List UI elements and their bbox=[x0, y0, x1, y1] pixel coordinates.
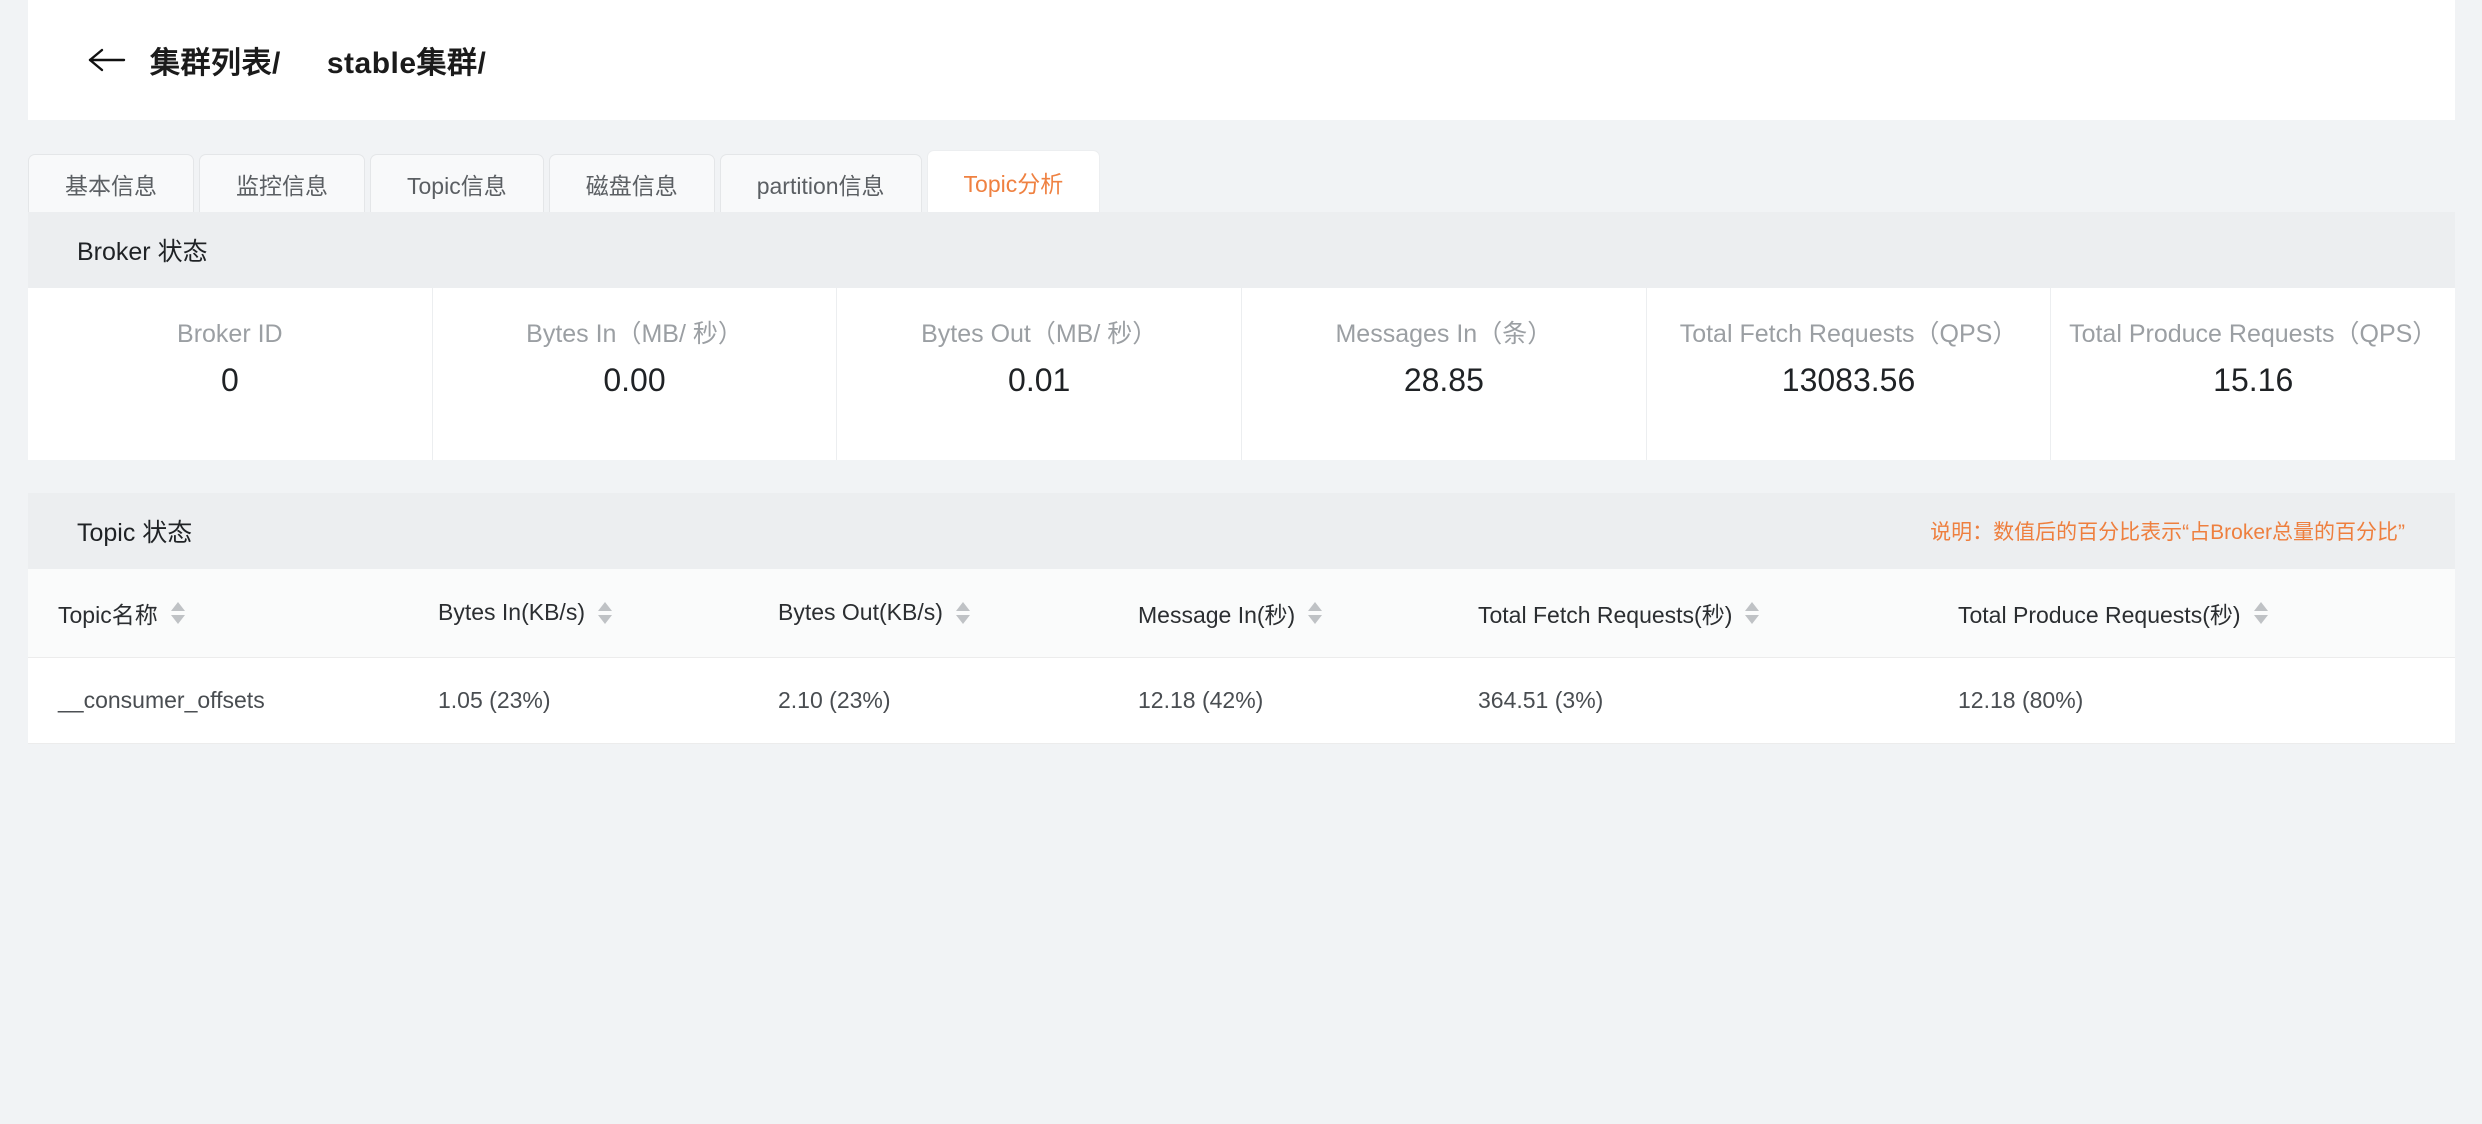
stat-messages-in: Messages In（条） 28.85 bbox=[1242, 288, 1647, 460]
column-label: Bytes In(KB/s) bbox=[438, 599, 585, 626]
column-header-bytes-in[interactable]: Bytes In(KB/s) bbox=[408, 569, 748, 658]
column-label: Message In(秒) bbox=[1138, 601, 1296, 628]
topic-table: Topic名称 Bytes In(KB/s) Bytes Out(KB/s) bbox=[28, 569, 2455, 744]
cell-topic-name: __consumer_offsets bbox=[28, 657, 408, 744]
stat-value: 28.85 bbox=[1403, 361, 1484, 398]
column-header-total-produce-requests[interactable]: Total Produce Requests(秒) bbox=[1928, 569, 2455, 658]
stat-label: Bytes Out（MB/ 秒） bbox=[921, 320, 1158, 348]
stat-label: Total Produce Requests（QPS） bbox=[2069, 320, 2438, 348]
breadcrumb-item-cluster-name[interactable]: stable集群/ bbox=[326, 47, 487, 80]
stat-value: 15.16 bbox=[2213, 361, 2294, 398]
broker-stats-row: Broker ID 0 Bytes In（MB/ 秒） 0.00 Bytes O… bbox=[28, 288, 2455, 460]
stat-bytes-in: Bytes In（MB/ 秒） 0.00 bbox=[433, 288, 838, 460]
topic-status-header: Topic 状态 说明：数值后的百分比表示“占Broker总量的百分比” bbox=[28, 493, 2455, 569]
table-header-row: Topic名称 Bytes In(KB/s) Bytes Out(KB/s) bbox=[28, 569, 2455, 658]
sort-toggle-icon[interactable] bbox=[170, 601, 185, 624]
topic-table-head: Topic名称 Bytes In(KB/s) Bytes Out(KB/s) bbox=[28, 569, 2455, 658]
tab-topic-analysis[interactable]: Topic分析 bbox=[926, 150, 1101, 212]
broker-status-header: Broker 状态 bbox=[28, 212, 2455, 288]
breadcrumb-item-cluster-list[interactable]: 集群列表/ bbox=[150, 47, 281, 80]
stat-broker-id: Broker ID 0 bbox=[28, 288, 433, 460]
table-row[interactable]: __consumer_offsets 1.05 (23%) 2.10 (23%)… bbox=[28, 657, 2455, 744]
sort-toggle-icon[interactable] bbox=[597, 601, 612, 624]
topic-status-title: Topic 状态 bbox=[77, 519, 193, 547]
broker-status-card: Broker 状态 Broker ID 0 Bytes In（MB/ 秒） 0.… bbox=[28, 212, 2455, 460]
sort-toggle-icon[interactable] bbox=[1745, 601, 1760, 624]
page-header: 集群列表/ stable集群/ bbox=[28, 0, 2455, 120]
cell-message-in: 12.18 (42%) bbox=[1108, 657, 1448, 744]
tab-disk-info[interactable]: 磁盘信息 bbox=[548, 154, 715, 212]
stat-label: Broker ID bbox=[177, 320, 283, 348]
sort-toggle-icon[interactable] bbox=[2253, 601, 2268, 624]
stat-total-produce-requests: Total Produce Requests（QPS） 15.16 bbox=[2051, 288, 2455, 460]
stat-label: Messages In（条） bbox=[1335, 320, 1553, 348]
column-label: Total Fetch Requests(秒) bbox=[1478, 601, 1733, 628]
tab-topic-info[interactable]: Topic信息 bbox=[370, 154, 544, 212]
column-header-topic-name[interactable]: Topic名称 bbox=[28, 569, 408, 658]
tab-partition-info[interactable]: partition信息 bbox=[719, 154, 922, 212]
arrow-left-icon bbox=[86, 46, 126, 74]
back-button[interactable] bbox=[84, 38, 128, 82]
tab-bar: 基本信息 监控信息 Topic信息 磁盘信息 partition信息 Topic… bbox=[28, 150, 2455, 212]
column-header-bytes-out[interactable]: Bytes Out(KB/s) bbox=[748, 569, 1108, 658]
stat-label: Total Fetch Requests（QPS） bbox=[1679, 320, 2018, 348]
topic-status-card: Topic 状态 说明：数值后的百分比表示“占Broker总量的百分比” Top… bbox=[28, 493, 2455, 744]
broker-status-title: Broker 状态 bbox=[77, 238, 208, 266]
topic-status-note: 说明：数值后的百分比表示“占Broker总量的百分比” bbox=[1930, 521, 2405, 544]
column-label: Total Produce Requests(秒) bbox=[1958, 601, 2241, 628]
column-label: Bytes Out(KB/s) bbox=[778, 599, 943, 626]
section-gap bbox=[28, 460, 2455, 493]
column-label: Topic名称 bbox=[58, 601, 158, 628]
topic-table-body: __consumer_offsets 1.05 (23%) 2.10 (23%)… bbox=[28, 657, 2455, 744]
breadcrumb: 集群列表/ stable集群/ bbox=[150, 38, 486, 82]
sort-toggle-icon[interactable] bbox=[1308, 601, 1323, 624]
stat-value: 13083.56 bbox=[1781, 361, 1916, 398]
stat-value: 0 bbox=[220, 361, 239, 398]
cell-bytes-out: 2.10 (23%) bbox=[748, 657, 1108, 744]
tab-monitor-info[interactable]: 监控信息 bbox=[199, 154, 365, 212]
stat-value: 0.01 bbox=[1008, 361, 1071, 398]
column-header-message-in[interactable]: Message In(秒) bbox=[1108, 569, 1448, 658]
cell-total-produce-requests: 12.18 (80%) bbox=[1928, 657, 2455, 744]
stat-value: 0.00 bbox=[603, 361, 666, 398]
column-header-total-fetch-requests[interactable]: Total Fetch Requests(秒) bbox=[1448, 569, 1928, 658]
tab-basic-info[interactable]: 基本信息 bbox=[28, 154, 194, 212]
stat-label: Bytes In（MB/ 秒） bbox=[526, 320, 743, 348]
sort-toggle-icon[interactable] bbox=[955, 601, 970, 624]
cell-bytes-in: 1.05 (23%) bbox=[408, 657, 748, 744]
stat-bytes-out: Bytes Out（MB/ 秒） 0.01 bbox=[837, 288, 1243, 460]
stat-total-fetch-requests: Total Fetch Requests（QPS） 13083.56 bbox=[1647, 288, 2052, 460]
cell-total-fetch-requests: 364.51 (3%) bbox=[1448, 657, 1928, 744]
